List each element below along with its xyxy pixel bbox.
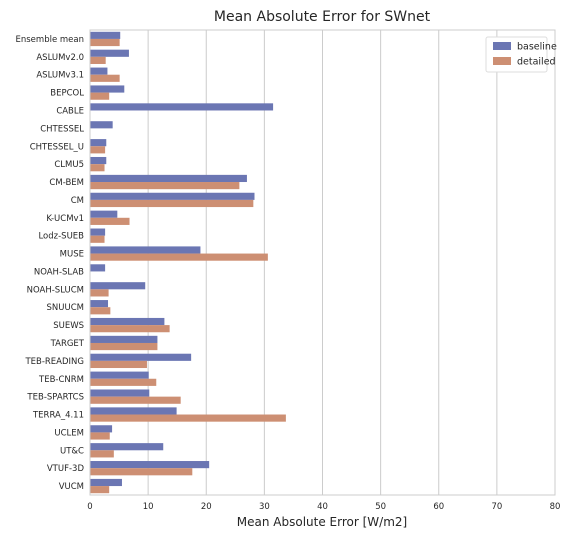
category-labels: Ensemble mean ASLUMv2.0 ASLUMv3.1 BEPCOL CAB… (16, 35, 85, 492)
category-label: Ensemble mean (16, 35, 85, 45)
bar-detailed (90, 253, 268, 261)
x-ticks: 0 10 20 30 40 50 60 70 80 (87, 502, 560, 512)
bar-detailed (90, 325, 170, 333)
bars (90, 31, 286, 494)
category-label: BEPCOL (50, 89, 84, 99)
bar-baseline (90, 300, 109, 308)
legend-label-detailed: detailed (517, 57, 556, 68)
category-label: VUCM (59, 482, 84, 492)
bar-detailed (90, 486, 110, 494)
bar-detailed (90, 146, 106, 154)
bar-detailed (90, 396, 181, 404)
plot-frame (89, 29, 556, 496)
category-label: CM (71, 196, 84, 206)
bar-baseline (90, 389, 150, 397)
legend-swatch-detailed (493, 57, 511, 65)
bar-baseline (90, 353, 192, 361)
x-tick-label: 60 (433, 502, 444, 512)
bar-detailed (90, 164, 105, 172)
bar-baseline (90, 103, 274, 111)
bar-baseline (90, 228, 106, 236)
category-label: CHTESSEL (40, 124, 84, 134)
bar-baseline (90, 49, 129, 57)
bar-baseline (90, 174, 247, 183)
category-label: TEB-READING (24, 357, 84, 367)
category-label: CHTESSEL_U (30, 142, 84, 152)
bar-baseline (90, 371, 149, 379)
category-label: CM-BEM (49, 178, 84, 188)
bar-baseline (90, 67, 108, 75)
bar-baseline (90, 85, 125, 93)
category-label: NOAH-SLAB (34, 267, 84, 277)
bar-baseline (90, 139, 107, 147)
category-label: TEB-CNRM (38, 375, 84, 385)
bar-baseline (90, 335, 158, 343)
legend-label-baseline: baseline (517, 42, 557, 53)
x-tick-label: 50 (375, 502, 386, 512)
bar-detailed (90, 56, 106, 64)
bar-baseline (90, 192, 255, 200)
bar-detailed (90, 74, 120, 82)
category-label: CLMU5 (54, 160, 84, 170)
bar-baseline (90, 121, 113, 129)
category-label: TERRA_4.11 (32, 411, 84, 421)
bar-detailed (90, 432, 110, 440)
bar-detailed (90, 92, 110, 100)
bar-baseline (90, 31, 121, 39)
x-tick-label: 10 (143, 502, 154, 512)
bar-detailed (90, 360, 147, 369)
category-label: K-UCMv1 (46, 214, 84, 224)
x-tick-label: 40 (317, 502, 328, 512)
bar-detailed (90, 342, 158, 351)
category-label: MUSE (60, 250, 84, 260)
x-tick-label: 80 (550, 502, 561, 512)
category-label: UT&C (60, 446, 84, 456)
bar-baseline (90, 264, 106, 272)
grid (89, 30, 556, 495)
category-label: ASLUMv3.1 (36, 71, 84, 81)
bar-baseline (90, 478, 122, 487)
bar-baseline (90, 317, 165, 326)
category-label: VTUF-3D (47, 464, 85, 474)
category-label: CABLE (56, 106, 84, 116)
bar-detailed (90, 450, 114, 458)
bar-baseline (90, 461, 210, 469)
bar-baseline (90, 282, 146, 290)
bar-detailed (90, 289, 109, 297)
bar-detailed (90, 38, 120, 47)
bar-baseline (90, 407, 177, 415)
bar-detailed (90, 307, 111, 315)
category-label: SNUUCM (47, 303, 84, 313)
x-axis-label: Mean Absolute Error [W/m2] (237, 515, 407, 529)
bar-baseline (90, 210, 118, 218)
bar-detailed (90, 235, 105, 243)
bar-baseline (90, 425, 113, 433)
chart-title: Mean Absolute Error for SWnet (214, 9, 431, 25)
category-label: TEB-SPARTCS (26, 393, 84, 403)
bar-baseline (90, 156, 107, 165)
bar-baseline (90, 443, 164, 451)
category-label: TARGET (50, 339, 85, 349)
bar-detailed (90, 217, 130, 225)
x-tick-label: 20 (201, 502, 212, 512)
legend: baseline detailed (485, 36, 557, 73)
bar-detailed (90, 468, 193, 476)
bar-detailed (90, 199, 254, 208)
x-tick-label: 70 (491, 502, 502, 512)
category-label: ASLUMv2.0 (36, 53, 84, 63)
category-label: Lodz-SUEB (38, 232, 84, 242)
bar-detailed (90, 182, 240, 190)
category-label: UCLEM (54, 428, 84, 438)
x-tick-label: 30 (259, 502, 270, 512)
category-label: SUEWS (53, 321, 84, 331)
x-tick-label: 0 (87, 502, 92, 512)
bar-detailed (90, 414, 286, 422)
category-label: NOAH-SLUCM (27, 285, 84, 295)
bar-baseline (90, 246, 201, 254)
bar-detailed (90, 378, 157, 386)
legend-swatch-baseline (493, 42, 511, 50)
